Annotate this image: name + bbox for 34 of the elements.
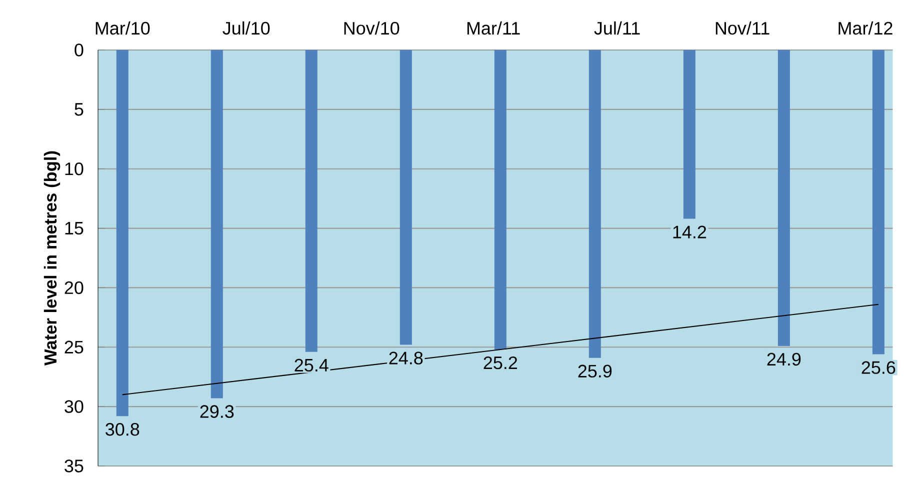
bar: [588, 50, 601, 358]
y-tick-label: 5: [74, 103, 84, 116]
bar: [778, 50, 790, 346]
data-label: 30.8: [106, 423, 140, 436]
bar: [683, 50, 696, 219]
x-tick-label: Mar/10: [96, 21, 150, 35]
data-label: 25.4: [294, 358, 328, 372]
x-tick-label: Mar/11: [467, 21, 520, 35]
y-tick-label: 30: [64, 400, 84, 413]
data-label: 25.6: [862, 361, 896, 374]
y-tick-label: 20: [64, 281, 84, 294]
bar: [116, 50, 128, 416]
data-label: 24.8: [389, 352, 423, 364]
y-tick-label: 10: [65, 162, 84, 176]
y-tick-label: 35: [64, 460, 84, 472]
data-label: 25.2: [484, 356, 518, 370]
bar: [210, 50, 223, 398]
x-tick-label: Jul/11: [594, 21, 640, 35]
data-label: 25.9: [578, 364, 612, 378]
x-tick-label: Nov/10: [344, 21, 400, 35]
y-tick-label: 15: [65, 222, 84, 235]
bar: [305, 50, 318, 352]
y-axis-title: Water level in metres (bgl): [44, 151, 60, 366]
y-tick-label: 25: [64, 340, 84, 354]
x-tick-label: Nov/11: [716, 21, 770, 35]
data-label: 29.3: [200, 405, 234, 418]
data-label: 14.2: [673, 226, 706, 238]
bar: [494, 50, 506, 350]
x-tick-label: Mar/12: [838, 21, 892, 35]
data-label: 24.9: [767, 352, 801, 366]
bar: [400, 50, 412, 345]
bar: [872, 50, 884, 354]
y-tick-label: 0: [74, 44, 84, 56]
x-tick-label: Jul/10: [222, 21, 270, 35]
